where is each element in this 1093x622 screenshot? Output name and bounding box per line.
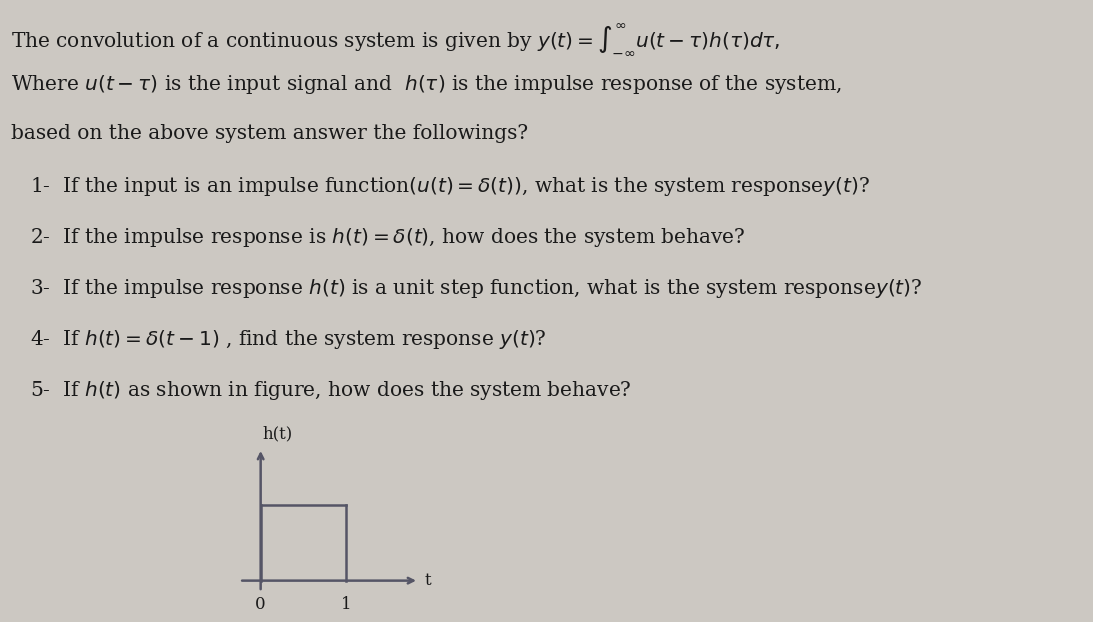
Text: t: t — [425, 572, 432, 589]
Text: The convolution of a continuous system is given by $y(t) = \int_{-\infty}^{\inft: The convolution of a continuous system i… — [11, 22, 780, 57]
Text: Where $u(t-\tau)$ is the input signal and  $h(\tau)$ is the impulse response of : Where $u(t-\tau)$ is the input signal an… — [11, 73, 842, 96]
Text: 0: 0 — [256, 596, 266, 613]
Text: 3-  If the impulse response $h(t)$ is a unit step function, what is the system r: 3- If the impulse response $h(t)$ is a u… — [11, 277, 922, 300]
Text: h(t): h(t) — [262, 425, 293, 442]
Text: 1-  If the input is an impulse function$(u(t) = \delta(t))$, what is the system : 1- If the input is an impulse function$(… — [11, 175, 870, 198]
Text: 1: 1 — [341, 596, 352, 613]
Text: 2-  If the impulse response is $h(t) = \delta(t)$, how does the system behave?: 2- If the impulse response is $h(t) = \d… — [11, 226, 745, 249]
Text: 4-  If $h(t) = \delta(t-1)$ , find the system response $y(t)$?: 4- If $h(t) = \delta(t-1)$ , find the sy… — [11, 328, 546, 351]
Text: based on the above system answer the followings?: based on the above system answer the fol… — [11, 124, 528, 143]
Text: 5-  If $h(t)$ as shown in figure, how does the system behave?: 5- If $h(t)$ as shown in figure, how doe… — [11, 379, 632, 402]
